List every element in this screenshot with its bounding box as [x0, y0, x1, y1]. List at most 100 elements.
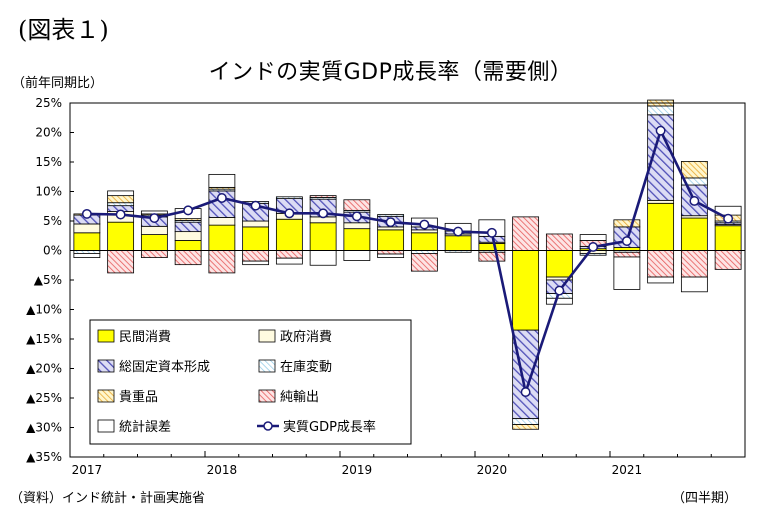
- bar-gfcf-2017Q4: [174, 221, 202, 233]
- bar-netexports-2019Q3: [410, 253, 438, 272]
- bar-discrepancy-2018Q1: [208, 173, 236, 188]
- gdp-point-2018Q1: [216, 193, 227, 203]
- x-axis-unit-label: （四半期）: [671, 491, 737, 506]
- bar-discrepancy-2018Q3: [275, 257, 303, 265]
- bar-netexports-2021Q4: [714, 250, 742, 270]
- legend-label-private: 民間消費: [119, 330, 171, 345]
- legend-swatch-gfcf: [97, 359, 115, 373]
- gdp-point-2021Q3: [689, 195, 700, 206]
- bar-valuables-2021Q3: [680, 161, 708, 179]
- bar-private-2021Q4: [714, 225, 742, 251]
- y-tick-label: ▲30%: [26, 421, 62, 435]
- bar-netexports-2017Q4: [174, 250, 202, 266]
- y-tick-label: ▲35%: [26, 450, 62, 464]
- gdp-point-2020Q1: [486, 227, 497, 238]
- gdp-point-2019Q2: [385, 217, 396, 228]
- bar-government-2021Q2: [647, 199, 675, 204]
- gdp-point-2021Q1: [621, 236, 632, 247]
- bar-private-2017Q4: [174, 240, 202, 251]
- bar-discrepancy-2017Q1: [73, 253, 101, 258]
- bar-netexports-2020Q1: [478, 251, 506, 262]
- legend-box: [89, 319, 412, 445]
- y-tick-label: 10%: [35, 185, 62, 199]
- gdp-point-2018Q2: [250, 200, 261, 211]
- bar-government-2019Q2: [377, 226, 405, 231]
- bar-netexports-2021Q3: [680, 250, 708, 278]
- legend-swatch-valuables: [97, 389, 115, 403]
- bar-netexports-2018Q2: [242, 250, 270, 262]
- bar-netexports-2018Q1: [208, 250, 236, 274]
- bar-private-2018Q1: [208, 224, 236, 251]
- gdp-point-2018Q3: [284, 208, 295, 219]
- legend-label-gdp: 実質GDP成長率: [283, 419, 376, 435]
- bar-valuables-2020Q2: [512, 424, 540, 430]
- bar-netexports-2017Q3: [140, 250, 168, 258]
- bar-discrepancy-2018Q2: [242, 260, 270, 266]
- bar-discrepancy-2019Q1: [343, 250, 371, 261]
- gdp-point-2020Q3: [554, 285, 565, 296]
- bar-government-2017Q4: [174, 231, 202, 241]
- bar-private-2018Q4: [309, 222, 337, 251]
- bar-netexports-2017Q2: [107, 250, 135, 274]
- bar-netexports-2021Q2: [647, 250, 675, 278]
- legend-label-netexports: 純輸出: [280, 390, 319, 405]
- x-year-label: 2018: [207, 463, 238, 477]
- y-tick-label: 15%: [35, 155, 62, 169]
- y-tick-label: ▲5%: [34, 273, 62, 287]
- bar-netexports-2020Q3: [545, 233, 573, 251]
- bar-private-2017Q3: [140, 234, 168, 251]
- legend-label-gfcf: 総固定資本形成: [119, 360, 210, 375]
- legend-swatch-discrepancy: [97, 419, 115, 433]
- bar-government-2019Q3: [410, 229, 438, 234]
- x-year-label: 2020: [477, 463, 508, 477]
- bar-government-2019Q1: [343, 222, 371, 230]
- bar-netexports-2019Q1: [343, 199, 371, 211]
- bar-netexports-2020Q2: [512, 216, 540, 251]
- legend-swatch-netexports: [258, 389, 276, 403]
- bar-private-2021Q3: [680, 217, 708, 251]
- bar-government-2018Q2: [242, 220, 270, 228]
- bar-inventory-2019Q2: [377, 214, 405, 217]
- gdp-point-2017Q2: [115, 209, 126, 220]
- gdp-point-2020Q4: [588, 242, 599, 252]
- bar-inventory-2017Q2: [107, 202, 135, 207]
- bar-government-2017Q3: [140, 225, 168, 235]
- y-axis-label: （前年同期比）: [12, 76, 104, 91]
- y-tick-label: 25%: [35, 96, 62, 110]
- bar-discrepancy-2021Q3: [680, 276, 708, 293]
- bar-government-2018Q1: [208, 217, 236, 226]
- bar-private-2019Q3: [410, 232, 438, 251]
- y-tick-label: ▲15%: [26, 332, 62, 346]
- gdp-point-2019Q4: [453, 226, 464, 237]
- legend-label-valuables: 貴重品: [119, 389, 158, 405]
- legend-marker-gdp: [263, 421, 273, 431]
- source-note: （資料）インド統計・計画実施省: [10, 491, 206, 506]
- bar-discrepancy-2020Q4: [579, 234, 607, 241]
- bar-private-2017Q2: [107, 221, 135, 251]
- y-tick-label: 20%: [35, 126, 62, 140]
- legend-label-government: 政府消費: [280, 330, 332, 345]
- x-year-label: 2019: [342, 463, 373, 477]
- y-tick-label: 5%: [43, 214, 62, 228]
- bar-inventory-2020Q4: [579, 253, 607, 256]
- gdp-growth-line: [86, 127, 729, 398]
- y-tick-label: 0%: [43, 244, 62, 258]
- gdp-point-2019Q3: [419, 219, 430, 230]
- gdp-point-2020Q2: [520, 387, 531, 398]
- legend-swatch-private: [97, 329, 115, 343]
- bar-private-2020Q1: [478, 243, 506, 251]
- bar-discrepancy-2019Q2: [377, 253, 405, 258]
- y-tick-label: ▲25%: [26, 391, 62, 405]
- bar-inventory-2018Q3: [275, 196, 303, 199]
- axis-layer: 25% 20% 15% 10% 5% 0% ▲5% ▲10% ▲15% ▲20% ▲25% ▲30% ▲…: [26, 96, 746, 477]
- chart-title: インドの実質GDP成長率（需要側）: [208, 60, 573, 85]
- bar-discrepancy-2018Q4: [309, 250, 337, 266]
- gdp-point-2017Q1: [81, 208, 92, 219]
- bar-private-2018Q3: [275, 218, 303, 251]
- y-tick-label: ▲20%: [26, 362, 62, 376]
- bar-gfcf-2020Q2: [512, 329, 540, 420]
- bar-private-2021Q2: [647, 202, 675, 251]
- bar-discrepancy-2017Q2: [107, 190, 135, 197]
